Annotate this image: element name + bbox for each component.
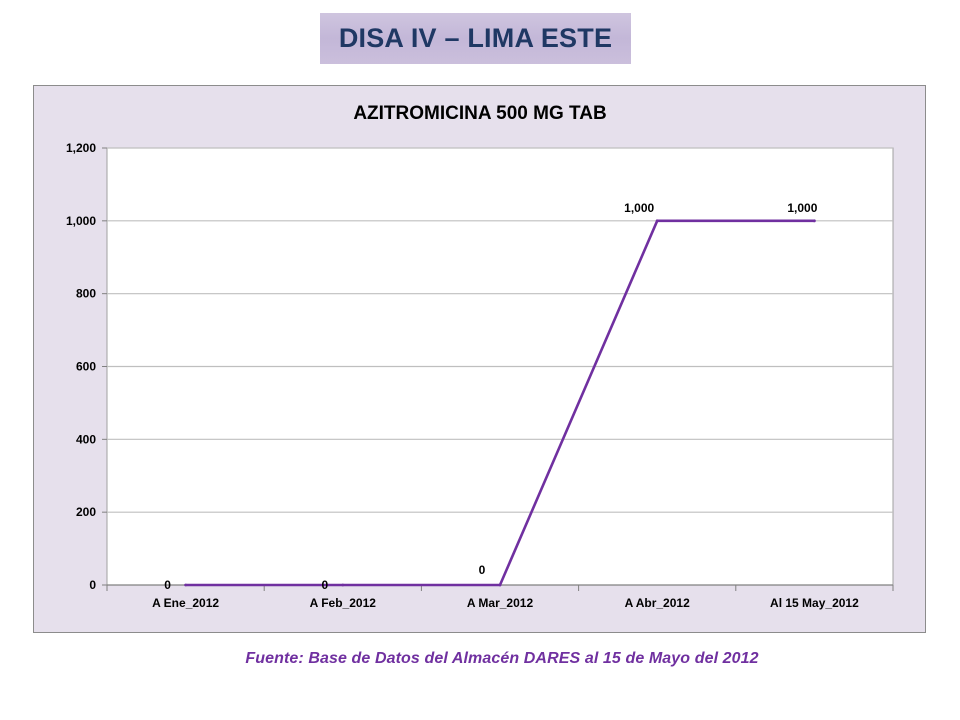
- data-point: [184, 583, 188, 587]
- data-point: [498, 583, 502, 587]
- y-tick-label: 400: [76, 432, 96, 446]
- gridlines: [102, 147, 893, 586]
- x-tick-label: Al 15 May_2012: [770, 596, 859, 610]
- y-tick-label: 200: [76, 505, 96, 519]
- header-banner: DISA IV – LIMA ESTE: [320, 13, 631, 64]
- data-label: 0: [479, 563, 486, 577]
- data-point: [813, 219, 816, 223]
- page-title: DISA IV – LIMA ESTE: [338, 23, 613, 53]
- chart-title: AZITROMICINA 500 MG TAB: [353, 103, 606, 124]
- x-tick-label: A Feb_2012: [310, 596, 377, 610]
- y-tick-label: 1,000: [66, 214, 96, 228]
- y-tick-label: 0: [89, 578, 96, 592]
- data-label: 1,000: [787, 201, 817, 215]
- chart-container: AZITROMICINA 500 MG TAB 0 200 400 600 800 1,0…: [33, 85, 926, 633]
- data-label: 1,000: [624, 201, 654, 215]
- y-tick-label: 600: [76, 360, 96, 374]
- data-point: [341, 583, 345, 587]
- y-axis-tick-labels: 0 200 400 600 800 1,000 1,200: [66, 141, 96, 592]
- series-layer: [184, 219, 816, 587]
- data-label: 0: [164, 578, 171, 592]
- line-chart: AZITROMICINA 500 MG TAB 0 200 400 600 800 1,0…: [66, 103, 894, 610]
- data-labels: 0 0 0 1,000 1,000: [164, 201, 817, 592]
- x-axis: A Ene_2012 A Feb_2012 A Mar_2012 A Abr_2012…: [106, 584, 894, 610]
- x-tick-label: A Ene_2012: [152, 596, 219, 610]
- data-point: [655, 219, 659, 223]
- x-tick-label: A Mar_2012: [467, 596, 534, 610]
- y-tick-label: 800: [76, 287, 96, 301]
- source-text: Fuente: Base de Datos del Almacén DARES …: [245, 650, 759, 667]
- source-note: Fuente: Base de Datos del Almacén DARES …: [0, 650, 960, 668]
- data-label: 0: [321, 578, 328, 592]
- y-tick-label: 1,200: [66, 141, 96, 155]
- x-tick-label: A Abr_2012: [625, 596, 690, 610]
